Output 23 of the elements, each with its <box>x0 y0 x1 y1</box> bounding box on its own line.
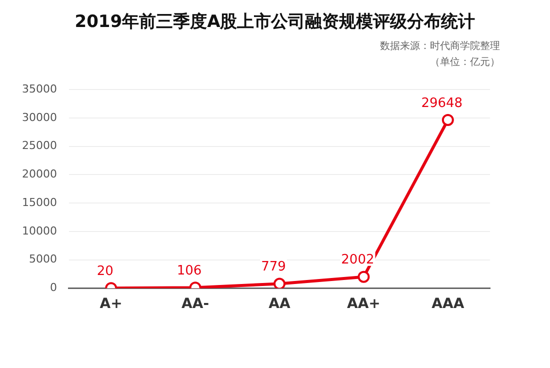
y-tick-label: 5000 <box>28 252 57 266</box>
x-tick-label: AAA <box>432 296 464 312</box>
point <box>273 278 286 288</box>
y-tick-label: 0 <box>50 281 57 294</box>
y-tick-label: 25000 <box>22 139 57 152</box>
y-tick-label: 35000 <box>22 82 57 96</box>
data-label: 20 <box>96 264 114 279</box>
source-note: 数据来源：时代商学院整理 <box>379 40 500 54</box>
x-tick-label: AA+ <box>346 296 380 312</box>
x-tick-label: AA <box>268 296 290 312</box>
data-label: 779 <box>261 260 286 275</box>
chart-title: 2019年前三季度A股上市公司融资规模评级分布统计 <box>74 11 476 33</box>
x-tick-label: AA- <box>182 296 210 312</box>
y-tick-label: 20000 <box>22 168 57 181</box>
x-tick-label: A+ <box>100 296 122 312</box>
data-label: 29648 <box>421 96 463 111</box>
y-tick-label: 30000 <box>22 110 57 124</box>
y-tick-label: 10000 <box>22 224 57 238</box>
y-tick-label: 15000 <box>22 196 57 209</box>
point <box>442 114 454 126</box>
data-label: 2002 <box>341 252 374 268</box>
text: （单位：亿元） <box>429 56 500 70</box>
data-label: 106 <box>176 263 202 278</box>
